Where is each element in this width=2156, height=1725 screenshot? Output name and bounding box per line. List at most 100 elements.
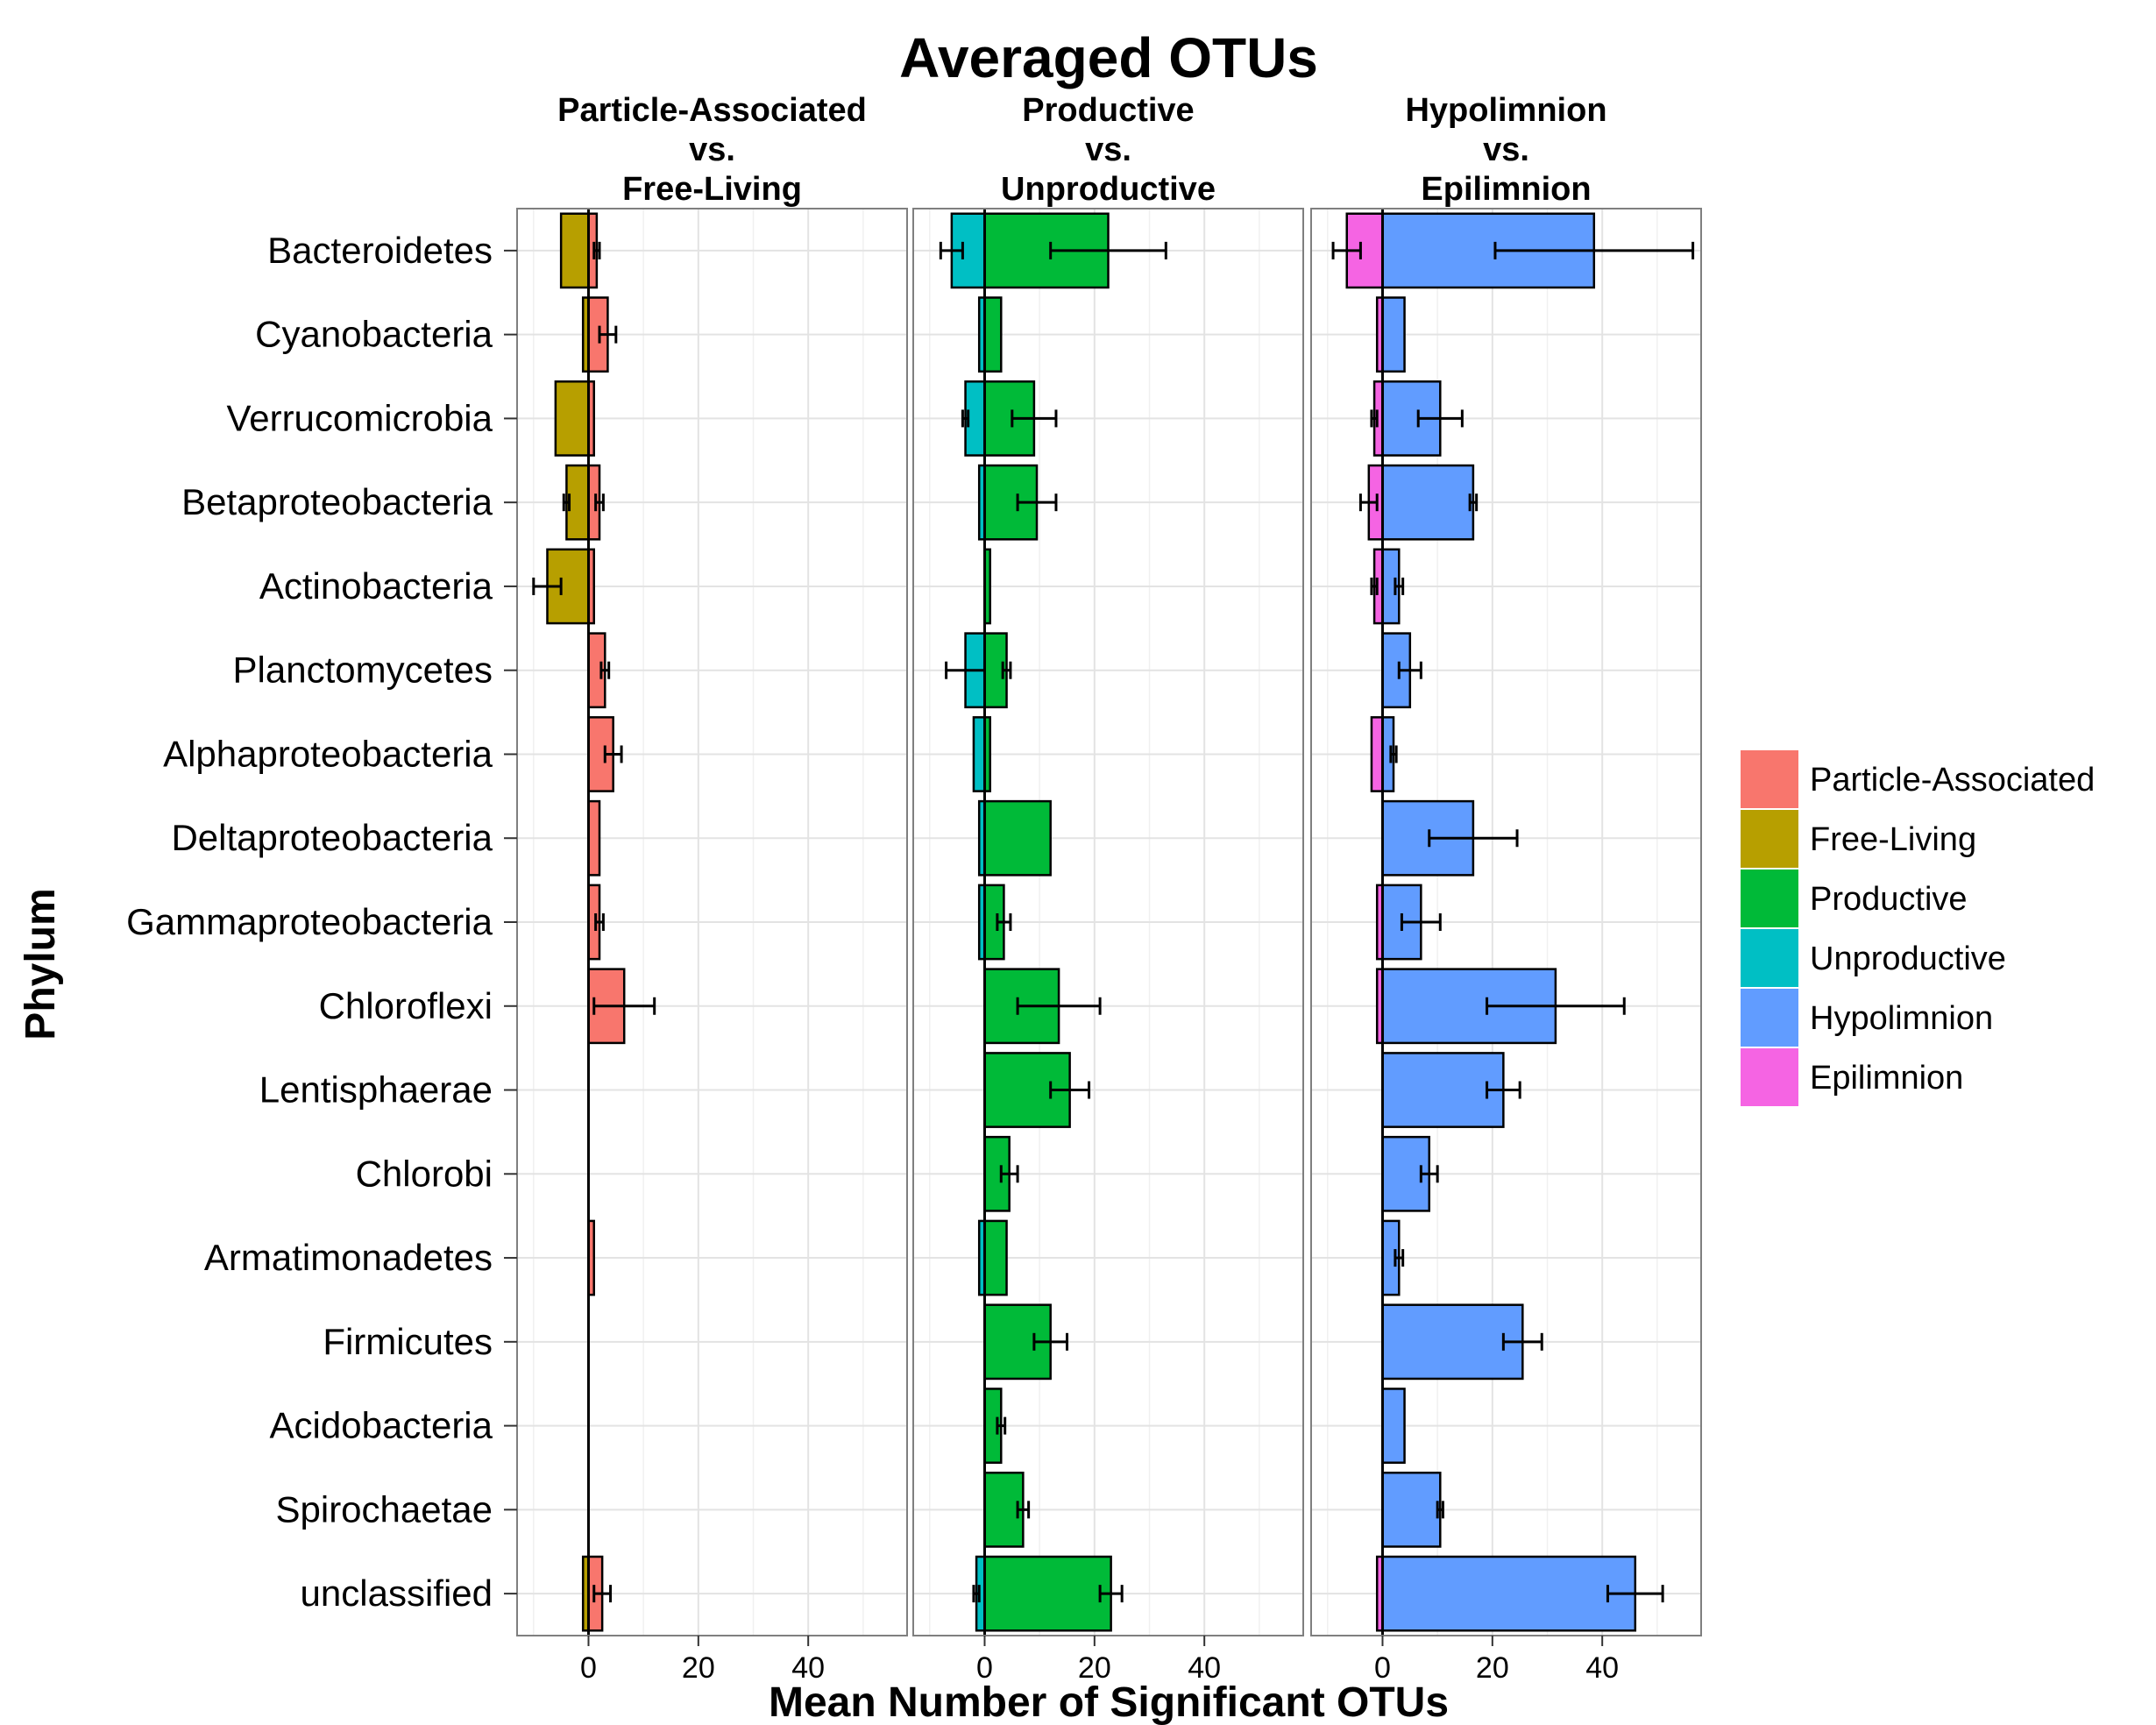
legend-swatch [1739, 808, 1800, 870]
legend-item: Hypolimnion [1739, 987, 1993, 1048]
category-label: Alphaproteobacteria [163, 733, 493, 774]
panel-border [912, 208, 1304, 1636]
error-bar [1370, 409, 1379, 428]
category-label: Spirochaetae [275, 1488, 493, 1530]
x-tick-label: 20 [1476, 1651, 1509, 1685]
category-label: Armatimonadetes [204, 1237, 493, 1278]
error-bar [594, 913, 605, 931]
error-bar [562, 493, 571, 512]
facet-label: vs. [689, 131, 735, 168]
x-tick-label: 0 [580, 1651, 597, 1685]
error-bar [1331, 241, 1362, 259]
x-tick-label: 20 [682, 1651, 715, 1685]
x-tick-label: 0 [976, 1651, 993, 1685]
category-label: Acidobacteria [270, 1405, 493, 1446]
legend-item: Productive [1739, 868, 1968, 929]
error-bar [1493, 241, 1695, 259]
error-bar [1389, 745, 1398, 763]
category-label: Gammaproteobacteria [126, 901, 493, 942]
error-bar [1001, 661, 1012, 679]
error-bar [1501, 1332, 1543, 1351]
bar [972, 716, 986, 792]
x-axis-label: Mean Number of Significant OTUs [769, 1679, 1449, 1725]
legend-item: Epilimnion [1739, 1047, 1963, 1108]
error-bar [939, 241, 964, 259]
legend-label: Epilimnion [1810, 1060, 1963, 1097]
category-label: Cyanobacteria [255, 314, 493, 355]
bar [1381, 296, 1406, 373]
category-label: Verrucomicrobia [227, 397, 493, 438]
legend-item: Particle-Associated [1739, 749, 2095, 810]
error-bar [599, 661, 611, 679]
error-bar [1358, 493, 1379, 512]
error-bar [972, 1585, 981, 1603]
bar [1381, 464, 1475, 541]
error-bar [996, 1416, 1007, 1435]
error-bar [961, 409, 970, 428]
error-bar [532, 577, 563, 595]
facet-label: vs. [1483, 131, 1529, 168]
error-bar [1606, 1585, 1664, 1603]
error-bar [1049, 1081, 1091, 1099]
error-bar [1032, 1332, 1068, 1351]
facet-label: Free-Living [622, 171, 802, 208]
legend-label: Productive [1810, 881, 1968, 918]
bar [1381, 1052, 1505, 1128]
category-label: Actinobacteria [259, 565, 493, 607]
error-bar [1370, 577, 1379, 595]
x-tick-label: 40 [791, 1651, 825, 1685]
error-bar [592, 241, 601, 259]
error-bar [1016, 997, 1102, 1015]
category-label: unclassified [301, 1572, 493, 1614]
category-label: Betaproteobacteria [181, 481, 493, 522]
error-bar [1016, 1501, 1031, 1519]
legend-label: Particle-Associated [1810, 762, 2095, 799]
error-bar [1468, 493, 1479, 512]
legend-swatch [1739, 749, 1800, 810]
error-bar [603, 745, 623, 763]
bar [983, 799, 1052, 877]
facet-label: vs. [1085, 131, 1131, 168]
error-bar [1016, 493, 1058, 512]
legend-label: Unproductive [1810, 941, 2006, 977]
error-bar [1011, 409, 1058, 428]
bar [1381, 1555, 1637, 1632]
x-tick-label: 20 [1078, 1651, 1111, 1685]
legend-label: Hypolimnion [1810, 1000, 1993, 1037]
error-bar [1400, 913, 1442, 931]
error-bar [1428, 829, 1519, 848]
error-bar [1098, 1585, 1124, 1603]
chart-title: Averaged OTUs [899, 26, 1318, 89]
legend-item: Free-Living [1739, 808, 1976, 870]
category-label: Firmicutes [323, 1321, 493, 1362]
legend-label: Free-Living [1810, 821, 1976, 858]
error-bar [1486, 997, 1626, 1015]
error-bar [1436, 1501, 1444, 1519]
legend-swatch [1739, 1047, 1800, 1108]
category-axis: Bacteroidetes Cyanobacteria Verrucomicrobi… [126, 230, 517, 1614]
facet-label: Epilimnion [1421, 171, 1591, 208]
error-bar [1416, 409, 1464, 428]
error-bar [1397, 661, 1422, 679]
category-label: Bacteroidetes [267, 230, 493, 271]
bar [983, 1219, 1008, 1296]
facet-label: Productive [1022, 92, 1194, 129]
error-bar [1394, 1249, 1405, 1267]
bar [983, 296, 1003, 373]
x-tick-label: 0 [1374, 1651, 1391, 1685]
error-bar [999, 1165, 1019, 1183]
facet-label: Hypolimnion [1405, 92, 1606, 129]
panel-border [1310, 208, 1702, 1636]
error-bar [996, 913, 1012, 931]
error-bar [592, 1585, 613, 1603]
error-bar [1419, 1165, 1439, 1183]
category-label: Deltaproteobacteria [171, 817, 493, 858]
error-bar [598, 325, 618, 344]
category-label: Lentisphaerae [259, 1069, 493, 1111]
bar [1381, 1303, 1524, 1381]
